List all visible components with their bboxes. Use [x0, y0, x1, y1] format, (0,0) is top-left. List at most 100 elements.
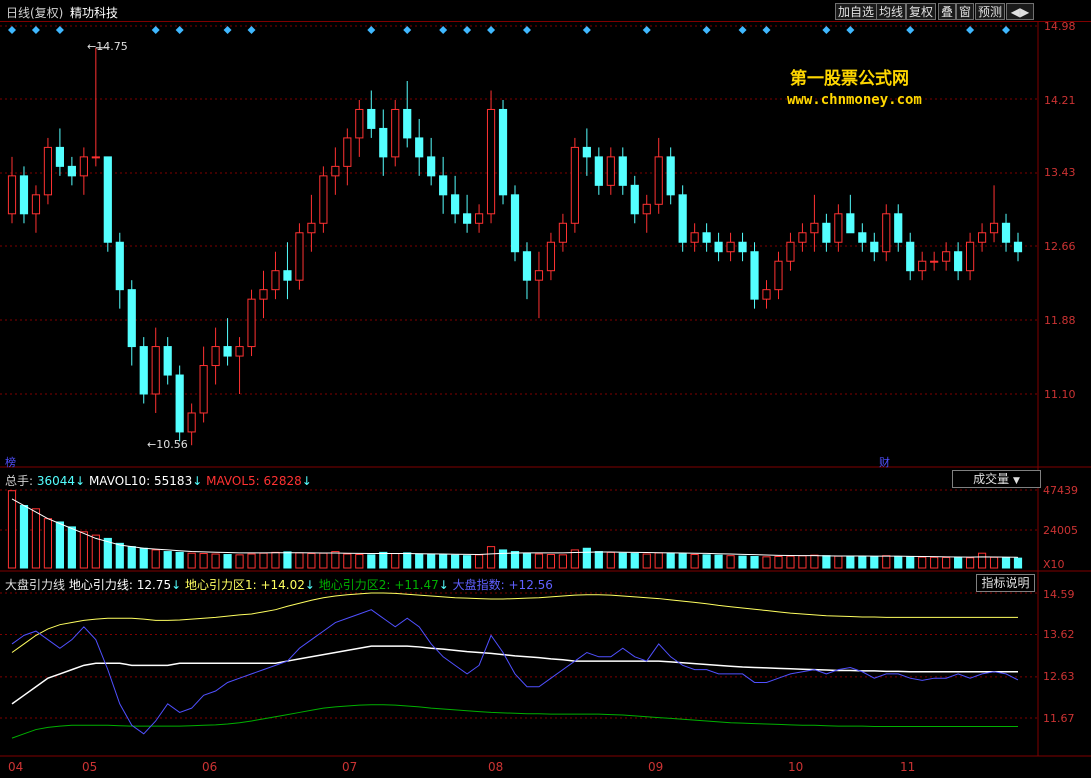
- volume-bar: [546, 554, 556, 569]
- candle-body: [666, 156, 675, 196]
- gravity-line-label: 地心引力线:: [68, 578, 133, 592]
- candle-body: [594, 156, 603, 186]
- candle-body: [151, 346, 160, 395]
- signal-diamond: [642, 26, 651, 34]
- volume-bar: [930, 556, 939, 569]
- candle-body: [606, 156, 615, 186]
- volume-bar: [846, 555, 855, 569]
- signal-diamond: [738, 26, 747, 34]
- volume-bar: [786, 555, 795, 569]
- candle-body: [19, 175, 29, 215]
- window-button[interactable]: 窗: [956, 3, 975, 20]
- volume-bar: [31, 508, 41, 569]
- volume-bar: [1001, 557, 1011, 569]
- x-tick-7: 11: [900, 760, 916, 774]
- volume-bar: [966, 557, 975, 569]
- candle-body: [175, 374, 184, 433]
- grid-lines: [0, 25, 1038, 719]
- candle-body: [79, 156, 88, 177]
- axes: [0, 22, 1091, 757]
- indicator-help-button[interactable]: 指标说明: [976, 574, 1035, 592]
- candle-body: [283, 270, 292, 281]
- volume-bar: [774, 555, 783, 569]
- volume-bar: [942, 556, 951, 569]
- volume-indicator-dropdown[interactable]: 成交量 ▼: [952, 470, 1041, 488]
- volume-bar: [1013, 557, 1023, 569]
- volume-bar: [343, 553, 352, 569]
- price-tick-3: 12.66: [1044, 240, 1076, 253]
- candle-body: [786, 241, 795, 262]
- forecast-button[interactable]: 预测: [975, 3, 1006, 20]
- chart-header: 日线(复权) 精功科技 加自选 均线 复权 叠 窗 预测 ◀▶: [0, 0, 1091, 22]
- adjust-button[interactable]: 复权: [906, 3, 937, 20]
- candle-body: [403, 108, 412, 139]
- overlay-button[interactable]: 叠: [938, 3, 957, 20]
- candle-body: [582, 146, 591, 158]
- volume-bar: [151, 549, 160, 569]
- nav-arrows-button[interactable]: ◀▶: [1006, 3, 1034, 20]
- signal-diamond: [906, 26, 915, 34]
- candle-body: [1001, 222, 1011, 243]
- ind-tick-2: 12.63: [1043, 670, 1075, 683]
- volume-bar: [127, 546, 136, 569]
- signal-diamond: [175, 26, 184, 34]
- candle-body: [343, 137, 352, 167]
- candle-body: [702, 232, 711, 243]
- signal-diamond: [1002, 26, 1011, 34]
- candle-body: [1013, 241, 1023, 253]
- candle-body: [810, 222, 819, 234]
- signal-diamond: [522, 26, 531, 34]
- volume-bar: [163, 551, 172, 569]
- volume-bar: [606, 551, 615, 569]
- candle-body: [546, 241, 556, 272]
- vol-tick-2: X10: [1043, 558, 1065, 571]
- candle-body: [762, 289, 771, 300]
- volume-bar: [750, 555, 759, 569]
- candle-body: [474, 213, 484, 224]
- gravity-zone2-label: 地心引力区2:: [318, 578, 391, 592]
- volume-bar: [906, 556, 915, 569]
- signal-diamond: [8, 26, 16, 34]
- signal-diamond: [55, 26, 64, 34]
- volume-bar: [882, 555, 891, 569]
- volume-bar: [415, 553, 424, 569]
- mavol10-value: 55183: [154, 474, 193, 488]
- volume-bar: [451, 554, 460, 569]
- indicator-name: 大盘引力线: [5, 578, 66, 592]
- volume-bar: [283, 551, 292, 569]
- gravity-zone1-value: +14.02: [260, 578, 305, 592]
- rank-tag[interactable]: 榜: [5, 456, 16, 469]
- volume-bar: [355, 554, 364, 569]
- signal-diamond: [822, 26, 831, 34]
- volume-bar: [295, 552, 304, 569]
- volume-bar: [187, 552, 196, 569]
- candle-body: [103, 156, 112, 243]
- candle-body: [259, 289, 268, 300]
- x-tick-2: 06: [202, 760, 218, 774]
- add-watchlist-button[interactable]: 加自选: [835, 3, 878, 20]
- candle-body: [271, 270, 280, 291]
- candle-body: [654, 156, 663, 205]
- candle-body: [115, 241, 124, 291]
- candle-body: [211, 346, 220, 367]
- candle-body: [906, 241, 915, 272]
- finance-tag[interactable]: 财: [879, 456, 890, 469]
- market-index-line: [11, 609, 1019, 735]
- candle-body: [391, 108, 400, 158]
- signal-diamonds: [8, 26, 1011, 34]
- candle-body: [427, 156, 436, 177]
- watermark-url: www.chnmoney.com: [787, 92, 922, 108]
- candle-body: [223, 346, 232, 357]
- volume-bar: [486, 546, 496, 569]
- gravity-zone1-line: [11, 592, 1018, 653]
- candle-body: [642, 203, 651, 215]
- candle-body: [139, 346, 148, 395]
- candle-body: [235, 346, 244, 357]
- moving-average-button[interactable]: 均线: [876, 3, 907, 20]
- volume-bar: [319, 552, 328, 569]
- signal-diamond: [223, 26, 232, 34]
- candle-body: [379, 127, 388, 158]
- signal-diamond: [247, 26, 256, 34]
- volume-bar: [199, 553, 208, 569]
